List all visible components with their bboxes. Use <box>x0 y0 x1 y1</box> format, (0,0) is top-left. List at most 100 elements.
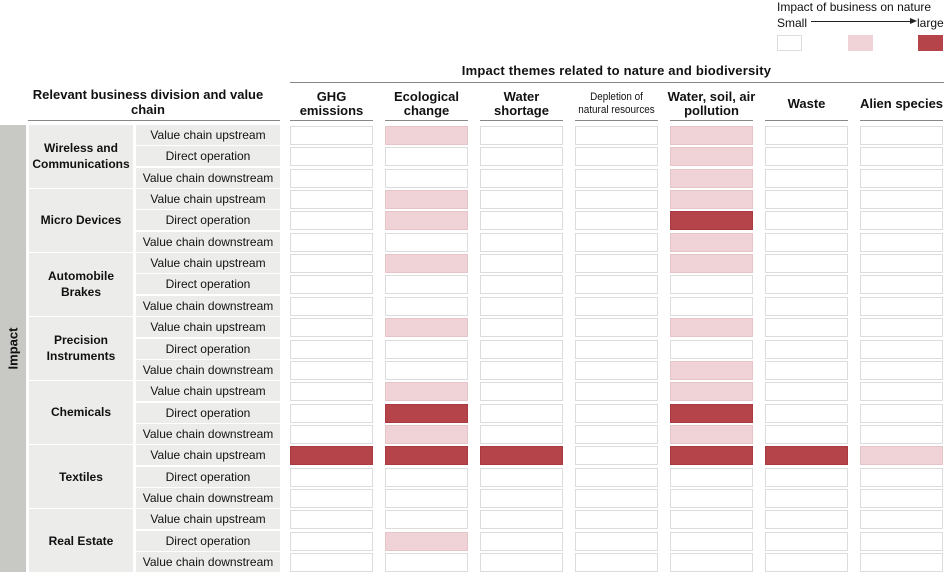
heatmap-cell <box>670 382 753 402</box>
heatmap-cell <box>385 424 468 444</box>
column-header: Depletion of natural resources <box>578 91 655 116</box>
heatmap-cell <box>575 254 658 274</box>
chart-title: Impact themes related to nature and biod… <box>461 63 772 78</box>
heatmap-cell <box>290 339 373 359</box>
stage-label: Value chain upstream <box>136 189 280 210</box>
heatmap-cell <box>385 553 468 572</box>
legend-swatch-medium <box>848 35 873 51</box>
heatmap-cell <box>575 446 658 466</box>
heatmap-cell <box>575 360 658 380</box>
column-header: Ecological change <box>393 89 460 118</box>
heatmap-cell <box>670 403 753 423</box>
heatmap-cell <box>480 339 563 359</box>
heatmap-cell <box>765 424 848 444</box>
heatmap-cell <box>480 553 563 572</box>
heatmap-cell <box>575 232 658 252</box>
heatmap-cell <box>670 488 753 508</box>
heatmap-cell <box>860 339 943 359</box>
heatmap-cell <box>385 190 468 210</box>
heatmap-cell <box>860 211 943 231</box>
heatmap-cell <box>385 275 468 295</box>
stage-label: Direct operation <box>136 274 280 295</box>
heatmap-cell <box>385 531 468 551</box>
division-label: Micro Devices <box>29 189 133 252</box>
heatmap-cell <box>290 510 373 530</box>
heatmap-cell <box>765 275 848 295</box>
heatmap-cell <box>860 488 943 508</box>
heatmap-cell <box>575 339 658 359</box>
heatmap-cell <box>480 488 563 508</box>
heatmap-cell <box>860 382 943 402</box>
heatmap-cell <box>765 510 848 530</box>
heatmap-cell <box>290 382 373 402</box>
heatmap-cell <box>480 147 563 167</box>
heatmap-cell <box>670 147 753 167</box>
heatmap-cell <box>575 382 658 402</box>
stage-label: Value chain downstream <box>136 487 280 508</box>
heatmap-cell <box>575 190 658 210</box>
heatmap-cell <box>480 296 563 316</box>
heatmap-cell <box>385 403 468 423</box>
legend-large-label: large <box>917 16 944 30</box>
heatmap-cell <box>575 318 658 338</box>
division-label: Automobile Brakes <box>29 253 133 316</box>
heatmap-cell <box>385 126 468 145</box>
heatmap-cell <box>575 126 658 145</box>
heatmap-cell <box>575 147 658 167</box>
heatmap-cell <box>765 531 848 551</box>
heatmap-cell <box>860 190 943 210</box>
heatmap-cell <box>765 339 848 359</box>
heatmap-cell <box>670 254 753 274</box>
heatmap-cell <box>860 254 943 274</box>
heatmap-cell <box>765 254 848 274</box>
heatmap-cell <box>860 232 943 252</box>
heatmap-cell <box>385 211 468 231</box>
column-header: GHG emissions <box>299 89 364 118</box>
stage-label: Direct operation <box>136 402 280 423</box>
heatmap-cell <box>480 232 563 252</box>
heatmap-cell <box>575 510 658 530</box>
heatmap-cell <box>385 467 468 487</box>
heatmap-cell <box>765 553 848 572</box>
heatmap-cell <box>670 318 753 338</box>
heatmap-cell <box>575 531 658 551</box>
legend-swatch-large <box>918 35 943 51</box>
column-header: Alien species <box>859 96 944 111</box>
heatmap-cell <box>670 275 753 295</box>
legend-title: Impact of business on nature <box>777 0 932 14</box>
heatmap-cell <box>575 553 658 572</box>
heatmap-cell <box>385 382 468 402</box>
heatmap-cell <box>670 424 753 444</box>
heatmap-cell <box>670 296 753 316</box>
row-header: Relevant business division and value cha… <box>32 87 264 117</box>
heatmap-cell <box>860 553 943 572</box>
heatmap-cell <box>290 275 373 295</box>
heatmap-cell <box>670 446 753 466</box>
column-header-divider <box>670 120 753 121</box>
heatmap-cell <box>765 318 848 338</box>
heatmap-cell <box>290 211 373 231</box>
heatmap-cell <box>575 168 658 188</box>
legend-arrow <box>811 18 917 24</box>
heatmap-cell <box>860 446 943 466</box>
heatmap-cell <box>480 360 563 380</box>
heatmap-cell <box>290 232 373 252</box>
division-label: Chemicals <box>29 381 133 444</box>
stage-label: Direct operation <box>136 338 280 359</box>
heatmap-cell <box>290 446 373 466</box>
stage-label: Direct operation <box>136 210 280 231</box>
stage-label: Value chain upstream <box>136 445 280 466</box>
heatmap-cell <box>765 190 848 210</box>
column-header-divider <box>860 120 943 121</box>
stage-label: Value chain downstream <box>136 423 280 444</box>
stage-label: Value chain upstream <box>136 125 280 145</box>
stage-label: Value chain downstream <box>136 359 280 380</box>
impact-side-label: Impact <box>5 327 21 370</box>
heatmap-cell <box>670 467 753 487</box>
column-header-divider <box>575 120 658 121</box>
stage-label: Direct operation <box>136 146 280 167</box>
heatmap-cell <box>385 318 468 338</box>
heatmap-cell <box>480 424 563 444</box>
column-header-divider <box>385 120 468 121</box>
column-header: Waste <box>787 96 826 111</box>
